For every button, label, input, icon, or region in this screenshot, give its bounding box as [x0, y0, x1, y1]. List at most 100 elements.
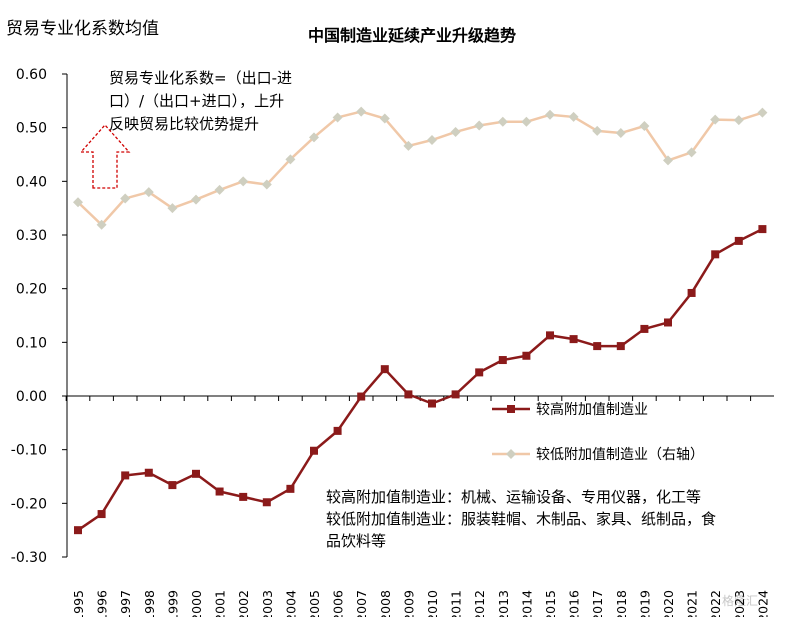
y-tick-label: 0.10	[16, 335, 47, 351]
x-tick-label: 2006	[331, 590, 346, 617]
data-point-high-value	[546, 331, 554, 340]
data-point-high-value	[333, 426, 342, 435]
x-tick-label: 2013	[496, 590, 511, 617]
data-point-low-value	[710, 114, 721, 125]
data-point-high-value	[711, 250, 720, 259]
data-point-low-value	[379, 113, 390, 124]
data-point-low-value	[615, 128, 626, 139]
x-tick-label: 2009	[401, 590, 416, 617]
x-tick-label: 2018	[614, 590, 629, 617]
data-point-high-value	[734, 236, 743, 245]
x-tick-label: 2007	[354, 590, 369, 617]
data-point-low-value	[332, 112, 343, 123]
x-tick-label: 2001	[213, 590, 228, 617]
data-point-low-value	[497, 116, 508, 127]
definition-line: 较高附加值制造业：机械、运输设备、专用仪器，化工等	[326, 488, 702, 506]
x-tick-label: 2003	[260, 590, 275, 617]
y-tick-label: 0.60	[16, 67, 47, 83]
x-tick-label: 2020	[661, 590, 676, 617]
legend-label-high-value: 较高附加值制造业	[536, 402, 648, 418]
data-point-high-value	[498, 356, 507, 365]
data-point-low-value	[356, 106, 367, 117]
legend-line-high-value	[492, 405, 530, 413]
data-point-high-value	[121, 471, 130, 480]
data-point-low-value	[733, 115, 744, 126]
formula-annotation: 贸易专业化系数=（出口-进 口）/（出口+进口），上升 反映贸易比较优势提升	[109, 67, 292, 136]
x-tick-label: 2011	[449, 590, 464, 617]
y-tick-label: 0.30	[16, 228, 47, 244]
data-point-high-value	[522, 351, 531, 360]
data-point-high-value	[192, 469, 200, 478]
legend-line-low-value	[492, 449, 530, 459]
data-point-high-value	[404, 390, 413, 399]
y-tick-label: -0.30	[11, 550, 47, 566]
data-point-low-value	[238, 176, 249, 187]
data-point-low-value	[450, 126, 461, 137]
legend-item-low-value: 较低附加值制造业（右轴）	[492, 444, 704, 464]
data-point-high-value	[593, 342, 602, 351]
data-point-high-value	[74, 526, 82, 535]
x-tick-label: 2005	[307, 590, 322, 617]
data-point-high-value	[286, 484, 295, 493]
data-point-low-value	[309, 132, 319, 143]
data-point-low-value	[686, 147, 697, 158]
data-point-high-value	[451, 390, 460, 399]
data-point-low-value	[757, 107, 768, 118]
y-tick-label: -0.20	[11, 496, 47, 512]
data-point-high-value	[215, 487, 224, 496]
data-point-high-value	[239, 492, 248, 501]
data-point-low-value	[568, 111, 579, 122]
y-tick-label: -0.10	[11, 443, 47, 459]
definition-annotation: 较高附加值制造业：机械、运输设备、专用仪器，化工等 较低附加值制造业：服装鞋帽、…	[326, 486, 716, 552]
data-point-low-value	[474, 120, 485, 131]
x-tick-label: 2012	[472, 590, 487, 617]
data-point-low-value	[545, 109, 555, 120]
data-point-low-value	[167, 203, 178, 214]
x-tick-label: 2021	[685, 590, 700, 617]
y-tick-label: 0.00	[16, 389, 47, 405]
x-tick-label: 2010	[425, 590, 440, 617]
chart-title: 中国制造业延续产业升级趋势	[308, 26, 517, 45]
formula-line: 反映贸易比较优势提升	[109, 115, 260, 133]
x-tick-label: 1997	[118, 590, 133, 617]
series-line-high-value	[77, 227, 763, 532]
data-point-low-value	[663, 155, 673, 166]
x-tick-label: 2024	[755, 590, 770, 617]
data-point-high-value	[357, 392, 366, 401]
x-tick-label: 1999	[165, 590, 180, 617]
x-tick-label: 2002	[236, 590, 251, 617]
x-tick-label: 1998	[142, 590, 157, 617]
x-tick-label: 2004	[283, 590, 298, 617]
x-tick-label: 2015	[543, 590, 558, 617]
data-point-high-value	[664, 318, 672, 327]
y-tick-label: 0.40	[16, 174, 47, 190]
x-tick-label: 2017	[590, 590, 605, 617]
formula-line: 口）/（出口+进口），上升	[109, 92, 285, 110]
data-point-high-value	[758, 225, 767, 234]
legend-label-low-value: 较低附加值制造业（右轴）	[536, 447, 704, 463]
data-point-high-value	[687, 288, 696, 297]
data-point-high-value	[262, 498, 271, 507]
data-point-low-value	[191, 194, 201, 205]
data-point-low-value	[96, 219, 107, 230]
data-point-low-value	[120, 193, 131, 204]
y-axis-title: 贸易专业化系数均值	[6, 19, 159, 39]
data-point-low-value	[214, 184, 225, 195]
x-tick-label: 1995	[71, 590, 86, 617]
data-point-high-value	[310, 446, 318, 455]
data-point-high-value	[640, 324, 649, 333]
data-point-low-value	[73, 197, 83, 208]
data-point-low-value	[521, 116, 532, 127]
data-point-low-value	[403, 140, 414, 151]
formula-line: 贸易专业化系数=（出口-进	[109, 69, 292, 87]
data-point-low-value	[592, 125, 603, 136]
definition-line: 较低附加值制造业：服装鞋帽、木制品、家具、纸制品，食	[326, 510, 717, 528]
y-tick-label: 0.50	[16, 121, 47, 137]
data-point-high-value	[97, 510, 106, 519]
x-tick-label: 2019	[637, 590, 652, 617]
series-line-low-value	[77, 110, 763, 227]
x-tick-label: 2008	[378, 590, 393, 617]
x-tick-label: 2022	[708, 590, 723, 617]
x-tick-label: 2014	[519, 590, 534, 617]
